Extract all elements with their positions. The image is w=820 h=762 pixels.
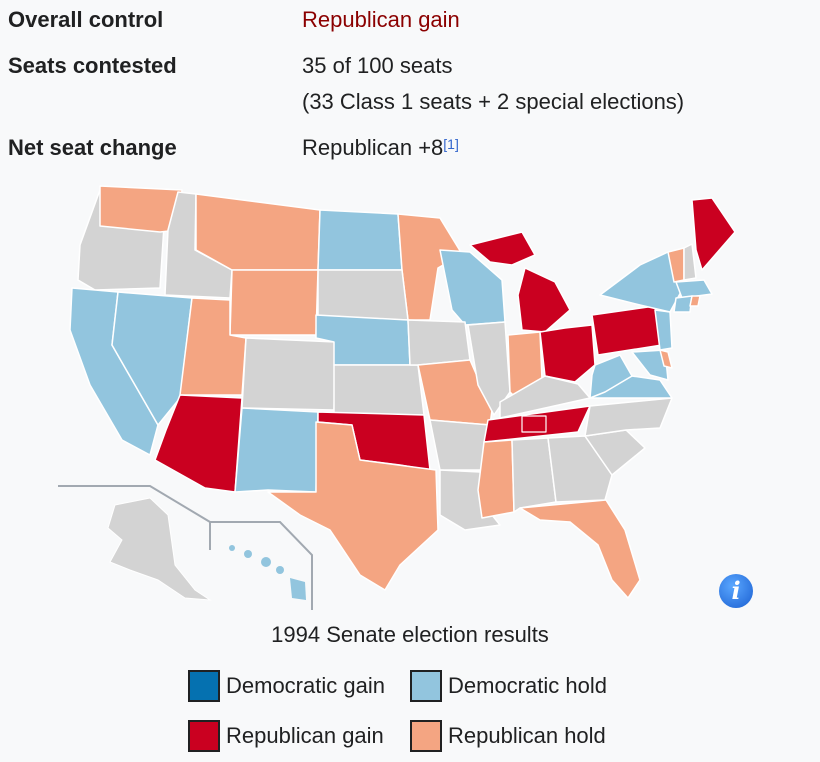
map-caption: 1994 Senate election results xyxy=(271,622,549,647)
overall-control-label: Overall control xyxy=(8,7,164,32)
inset-border-hawaii xyxy=(210,521,313,610)
state-maryland[interactable] xyxy=(631,349,669,381)
state-florida[interactable] xyxy=(519,499,641,599)
state-south-dakota[interactable] xyxy=(317,269,409,321)
state-maine[interactable] xyxy=(691,197,736,271)
state-delaware[interactable] xyxy=(659,349,673,369)
state-nevada[interactable] xyxy=(111,291,193,426)
state-massachusetts[interactable] xyxy=(675,279,713,299)
legend-rep-hold: Republican hold xyxy=(410,720,606,752)
state-north-dakota[interactable] xyxy=(317,209,403,271)
state-montana[interactable] xyxy=(195,193,321,271)
legend-swatch xyxy=(188,670,220,702)
legend-dem-gain: Democratic gain xyxy=(188,670,385,702)
state-mississippi[interactable] xyxy=(477,439,515,519)
state-pennsylvania[interactable] xyxy=(591,305,663,356)
overall-control-value[interactable]: Republican gain xyxy=(302,7,460,32)
state-colorado[interactable] xyxy=(241,337,337,411)
legend-label: Democratic hold xyxy=(448,673,607,698)
state-texas[interactable] xyxy=(267,421,439,591)
net-change-label: Net seat change xyxy=(8,135,177,160)
state-iowa[interactable] xyxy=(407,319,471,366)
state-missouri[interactable] xyxy=(417,359,493,426)
tennessee-special-marker xyxy=(521,415,547,433)
state-north-carolina[interactable] xyxy=(584,397,673,437)
state-connecticut[interactable] xyxy=(673,295,693,313)
state-tennessee[interactable] xyxy=(483,405,591,443)
state-alabama[interactable] xyxy=(511,437,557,513)
state-michigan-upper[interactable] xyxy=(469,231,536,266)
legend-label: Republican gain xyxy=(226,723,384,748)
legend-dem-hold: Democratic hold xyxy=(410,670,607,702)
info-icon[interactable]: i xyxy=(719,574,753,608)
state-michigan-lower[interactable] xyxy=(517,267,571,333)
net-change-value: Republican +8 xyxy=(302,135,444,160)
net-change-value-wrap: Republican +8[1] xyxy=(302,134,459,162)
legend-rep-gain: Republican gain xyxy=(188,720,384,752)
state-kentucky[interactable] xyxy=(499,375,591,419)
seats-contested-detail: (33 Class 1 seats + 2 special elections) xyxy=(302,89,685,114)
state-alaska[interactable] xyxy=(107,497,212,601)
legend-swatch xyxy=(188,720,220,752)
reference-link[interactable]: [1] xyxy=(443,136,459,152)
seats-contested-value: 35 of 100 seats xyxy=(302,53,453,78)
results-map[interactable] xyxy=(0,170,820,610)
state-kansas[interactable] xyxy=(333,364,425,416)
state-new-hampshire[interactable] xyxy=(683,243,697,281)
legend-label: Republican hold xyxy=(448,723,606,748)
state-wyoming[interactable] xyxy=(229,269,319,336)
state-ohio[interactable] xyxy=(539,324,596,383)
state-hawaii[interactable] xyxy=(229,545,306,600)
inset-border-alaska xyxy=(58,485,211,550)
state-west-virginia[interactable] xyxy=(589,354,633,399)
legend-label: Democratic gain xyxy=(226,673,385,698)
seats-contested-label: Seats contested xyxy=(8,53,177,78)
state-new-mexico[interactable] xyxy=(234,407,319,493)
state-rhode-island[interactable] xyxy=(689,295,701,307)
legend-swatch xyxy=(410,670,442,702)
state-arizona[interactable] xyxy=(154,394,243,493)
legend-swatch xyxy=(410,720,442,752)
